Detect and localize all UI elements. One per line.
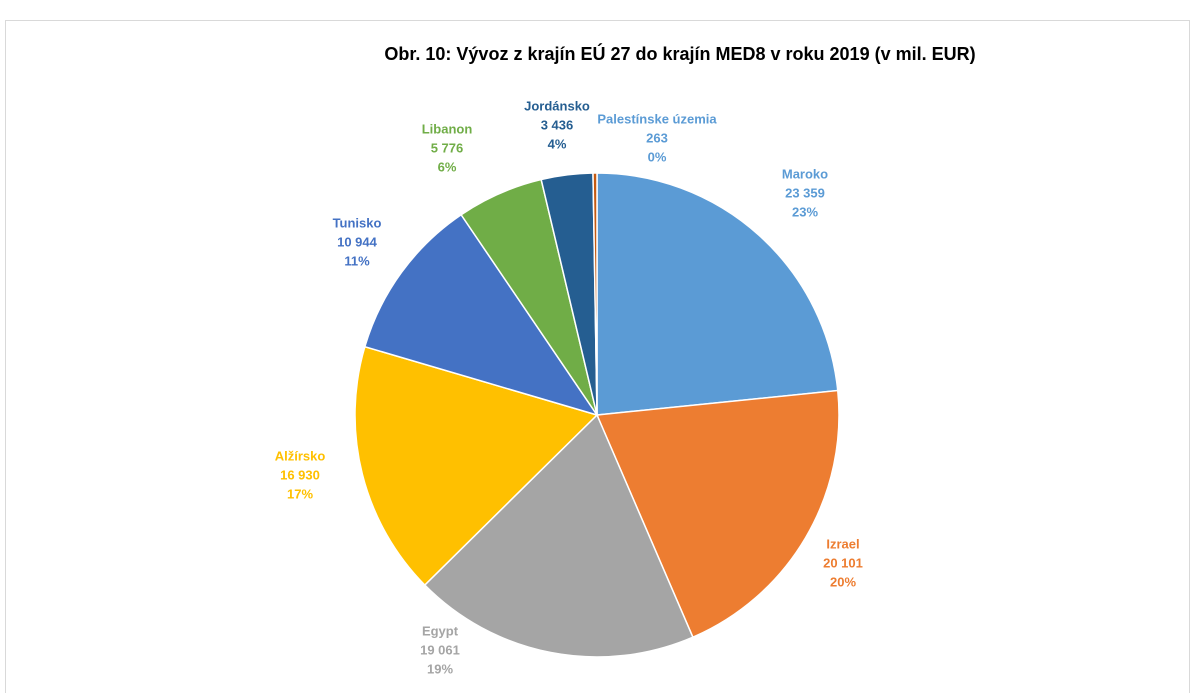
pie-slice (354, 345, 599, 587)
value-label: 3 436 (541, 117, 574, 132)
value-label: 10 944 (337, 234, 378, 249)
slice-label: Libanon (422, 121, 473, 136)
pie-slice (423, 413, 694, 658)
slice-label: Tunisko (333, 215, 382, 230)
chart-title: Obr. 10: Vývoz z krajín EÚ 27 do krajín … (384, 43, 975, 64)
slice-label: Jordánsko (524, 98, 590, 113)
value-label: 263 (646, 130, 668, 145)
pie-slice (592, 172, 598, 416)
slice-label: Maroko (782, 166, 828, 181)
percent-label: 23% (792, 204, 818, 219)
value-label: 23 359 (785, 185, 825, 200)
value-label: 16 930 (280, 467, 320, 482)
slice-label: Egypt (422, 623, 459, 638)
percent-label: 20% (830, 574, 856, 589)
pie-slice (363, 213, 599, 417)
value-label: 19 061 (420, 642, 460, 657)
pie-slice (595, 389, 840, 639)
percent-label: 19% (427, 661, 453, 676)
value-label: 5 776 (431, 140, 464, 155)
percent-label: 17% (287, 486, 313, 501)
percent-label: 11% (344, 253, 370, 268)
percent-label: 0% (648, 149, 667, 164)
slice-label: Izrael (826, 536, 859, 551)
percent-label: 6% (438, 159, 457, 174)
value-label: 20 101 (823, 555, 863, 570)
percent-label: 4% (548, 136, 567, 151)
slice-label: Alžírsko (275, 448, 326, 463)
slice-label: Palestínske územia (597, 111, 717, 126)
pie-slice (596, 172, 839, 416)
